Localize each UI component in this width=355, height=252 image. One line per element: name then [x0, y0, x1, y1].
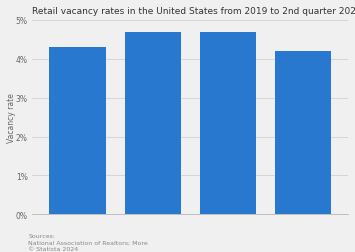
Bar [275, 52, 331, 214]
Bar [200, 33, 256, 214]
Bar [49, 48, 106, 214]
Text: Retail vacancy rates in the United States from 2019 to 2nd quarter 2022: Retail vacancy rates in the United State… [32, 7, 355, 16]
Text: Sources:
National Association of Realtors; More
© Statista 2024: Sources: National Association of Realtor… [28, 233, 148, 251]
Y-axis label: Vacancy rate: Vacancy rate [7, 93, 16, 142]
Bar [125, 33, 181, 214]
